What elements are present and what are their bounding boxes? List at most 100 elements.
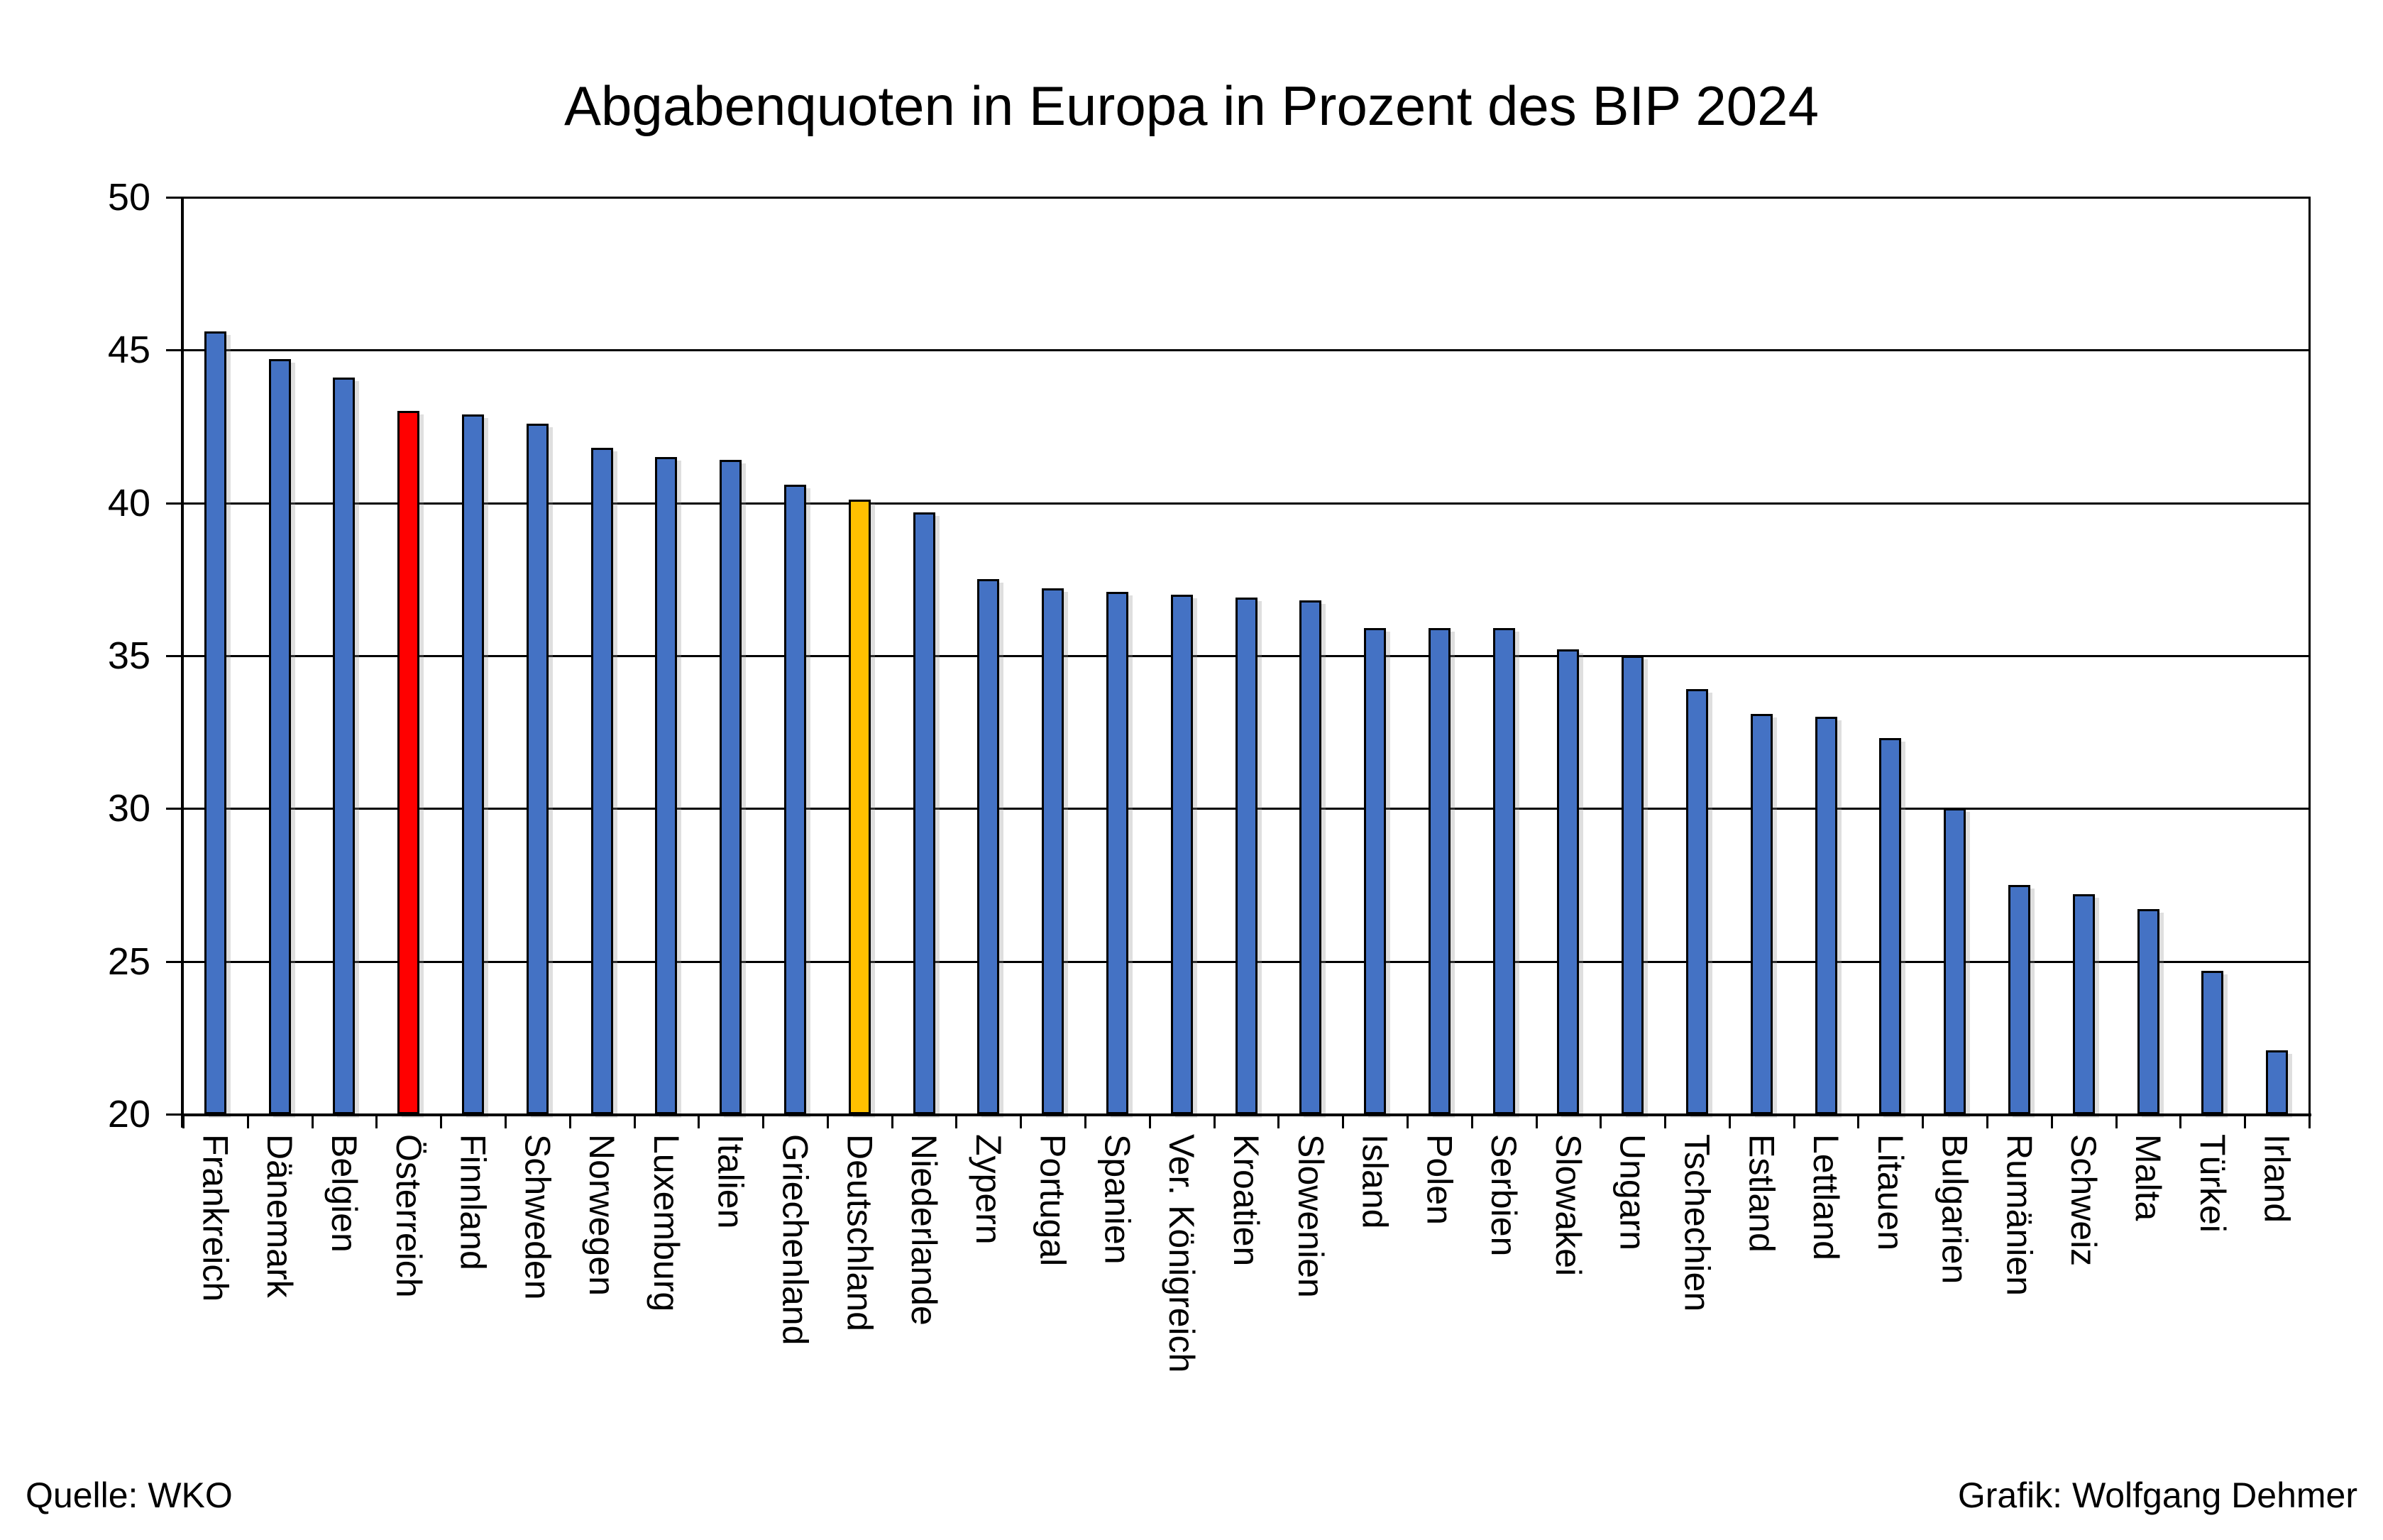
x-axis-tick [698, 1114, 700, 1128]
x-category-label-luxemburg: Luxemburg [646, 1134, 686, 1312]
bar-portugal [1042, 588, 1064, 1114]
x-axis-tick [1020, 1114, 1023, 1128]
bar-niederlande [913, 512, 935, 1114]
y-axis-tick [166, 655, 185, 657]
x-category-label-slowenien: Slowenien [1290, 1134, 1331, 1298]
source-note: Quelle: WKO [26, 1475, 233, 1515]
y-tick-label: 35 [107, 634, 150, 677]
bar-lettland [1815, 717, 1837, 1114]
x-axis-tick [1342, 1114, 1345, 1128]
x-axis-tick [1213, 1114, 1216, 1128]
x-category-label-finnland: Finnland [453, 1134, 493, 1270]
x-category-label-frankreich: Frankreich [195, 1134, 236, 1302]
bar-deutschland [848, 500, 871, 1114]
x-axis-tick [246, 1114, 249, 1128]
x-axis-tick [1277, 1114, 1280, 1128]
x-axis-tick [568, 1114, 571, 1128]
x-category-label-bulgarien: Bulgarien [1935, 1134, 1975, 1285]
bar-ver-konigreich [1170, 594, 1193, 1114]
x-category-label-belgien: Belgien [324, 1134, 364, 1253]
x-axis-tick [2115, 1114, 2118, 1128]
bar-ungarn [1622, 656, 1644, 1114]
y-tick-label: 50 [107, 176, 150, 219]
bar-bulgarien [1944, 808, 1966, 1114]
x-category-label-osterreich: Österreich [388, 1134, 429, 1298]
x-category-label-island: Island [1355, 1134, 1395, 1229]
y-axis-tick [166, 349, 185, 352]
y-tick-label: 40 [107, 481, 150, 524]
x-category-label-spanien: Spanien [1097, 1134, 1138, 1265]
x-axis-tick [311, 1114, 314, 1128]
x-category-label-ver-konigreich: Ver. Königreich [1162, 1134, 1202, 1373]
x-category-label-lettland: Lettland [1806, 1134, 1847, 1260]
bar-zypern [977, 579, 1000, 1114]
gridline-40 [183, 502, 2309, 505]
bar-irland [2266, 1050, 2289, 1114]
x-axis-tick [1793, 1114, 1795, 1128]
bar-osterreich [397, 411, 420, 1114]
bar-slowenien [1299, 600, 1322, 1114]
x-axis-tick [2179, 1114, 2182, 1128]
bar-kroatien [1235, 598, 1257, 1114]
bar-belgien [333, 378, 356, 1114]
y-tick-label: 45 [107, 329, 150, 372]
x-category-label-polen: Polen [1419, 1134, 1460, 1225]
y-axis-tick [166, 808, 185, 810]
y-axis-line [181, 197, 184, 1128]
x-axis-tick [826, 1114, 829, 1128]
x-axis-tick [955, 1114, 958, 1128]
bar-serbien [1492, 628, 1515, 1114]
x-category-label-ungarn: Ungarn [1612, 1134, 1653, 1250]
x-category-label-schweden: Schweden [517, 1134, 558, 1300]
bar-turkei [2201, 970, 2224, 1114]
x-axis-tick [1986, 1114, 1989, 1128]
x-category-label-portugal: Portugal [1033, 1134, 1073, 1267]
x-category-label-tschechien: Tschechien [1677, 1134, 1717, 1312]
x-axis-tick [504, 1114, 507, 1128]
x-category-label-estland: Estland [1741, 1134, 1782, 1253]
bar-finnland [462, 414, 485, 1114]
x-category-label-rumanien: Rumänien [1999, 1134, 2040, 1296]
x-axis-tick [2308, 1114, 2311, 1128]
x-category-label-slowakei: Slowakei [1548, 1134, 1588, 1277]
bar-schweiz [2072, 893, 2095, 1114]
bar-schweden [526, 423, 549, 1114]
y-axis-tick [166, 960, 185, 963]
x-axis-tick [1084, 1114, 1087, 1128]
x-category-label-turkei: Türkei [2192, 1134, 2233, 1233]
gridline-45 [183, 349, 2309, 352]
bar-danemark [268, 359, 291, 1114]
x-axis-tick [1600, 1114, 1602, 1128]
y-tick-label: 30 [107, 787, 150, 830]
x-category-label-litauen: Litauen [1870, 1134, 1910, 1251]
x-category-label-zypern: Zypern [968, 1134, 1008, 1245]
x-axis-tick [1857, 1114, 1860, 1128]
bar-frankreich [204, 331, 226, 1114]
bar-malta [2137, 909, 2159, 1114]
y-tick-label: 20 [107, 1093, 150, 1135]
chart-title: Abgabenquoten in Europa in Prozent des B… [564, 75, 1819, 137]
gridline-50 [183, 197, 2309, 199]
x-axis-tick [1922, 1114, 1925, 1128]
x-axis-tick [1148, 1114, 1151, 1128]
bar-island [1364, 628, 1387, 1114]
bar-italien [720, 460, 742, 1114]
x-category-label-niederlande: Niederlande [904, 1134, 945, 1326]
plot-right-border [2308, 197, 2311, 1113]
x-category-label-serbien: Serbien [1484, 1134, 1524, 1257]
bar-tschechien [1686, 689, 1708, 1114]
bar-norwegen [590, 448, 613, 1114]
x-axis-line [181, 1113, 2311, 1116]
bar-luxemburg [655, 457, 678, 1114]
x-category-label-griechenland: Griechenland [775, 1134, 815, 1346]
y-axis-tick [166, 197, 185, 199]
x-axis-tick [1664, 1114, 1667, 1128]
x-category-label-norwegen: Norwegen [582, 1134, 622, 1296]
y-axis-tick [166, 1113, 185, 1116]
x-category-label-irland: Irland [2257, 1134, 2297, 1223]
y-axis-tick [166, 502, 185, 505]
x-axis-tick [1728, 1114, 1731, 1128]
x-axis-tick [762, 1114, 765, 1128]
bar-spanien [1106, 591, 1128, 1114]
x-category-label-kroatien: Kroatien [1226, 1134, 1266, 1267]
